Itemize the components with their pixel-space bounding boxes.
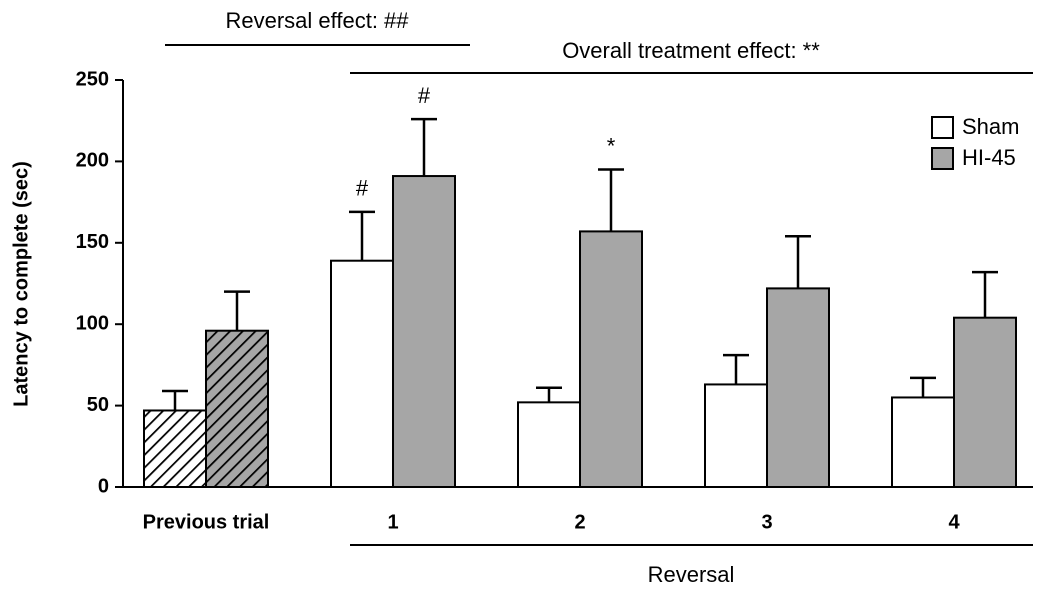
bar <box>704 383 768 489</box>
y-tick-label: 250 <box>76 68 109 90</box>
error-bar <box>349 210 375 261</box>
x-tick-label: 1 <box>387 511 398 533</box>
error-bar <box>536 386 562 403</box>
bar <box>517 401 581 488</box>
reversal-effect: Reversal effect: ## <box>225 8 409 33</box>
bar <box>579 230 643 488</box>
legend-swatch <box>931 147 954 170</box>
error-bar <box>972 270 998 318</box>
x-group-label: Reversal <box>648 562 735 587</box>
annotation: # <box>356 176 369 201</box>
y-axis-label: Latency to complete (sec) <box>10 161 32 407</box>
y-tick-label: 100 <box>76 312 109 334</box>
x-tick-label: 3 <box>761 511 772 533</box>
annotation: * <box>607 133 616 158</box>
bar <box>891 396 955 488</box>
error-bar <box>411 117 437 177</box>
legend-label: Sham <box>962 114 1019 139</box>
x-tick-label: 2 <box>574 511 585 533</box>
y-tick-label: 200 <box>76 150 109 172</box>
bar <box>205 329 269 488</box>
x-tick-label: Previous trial <box>143 511 270 533</box>
error-bar <box>598 168 624 232</box>
bar <box>766 287 830 488</box>
error-bar <box>910 376 936 398</box>
legend-label: HI-45 <box>962 145 1016 170</box>
error-bar <box>224 290 250 331</box>
bar <box>330 259 394 489</box>
bar <box>143 409 207 489</box>
error-bar <box>162 389 188 411</box>
bar <box>392 175 456 488</box>
x-tick-label: 4 <box>948 511 960 533</box>
overall-effect: Overall treatment effect: ** <box>562 38 820 63</box>
error-bar <box>723 353 749 385</box>
legend-swatch <box>931 116 954 139</box>
y-tick-label: 0 <box>98 475 109 497</box>
error-bar <box>785 235 811 289</box>
annotation: # <box>418 83 431 108</box>
y-tick-label: 150 <box>76 231 109 253</box>
bar <box>953 316 1017 488</box>
y-tick-label: 50 <box>87 394 109 416</box>
